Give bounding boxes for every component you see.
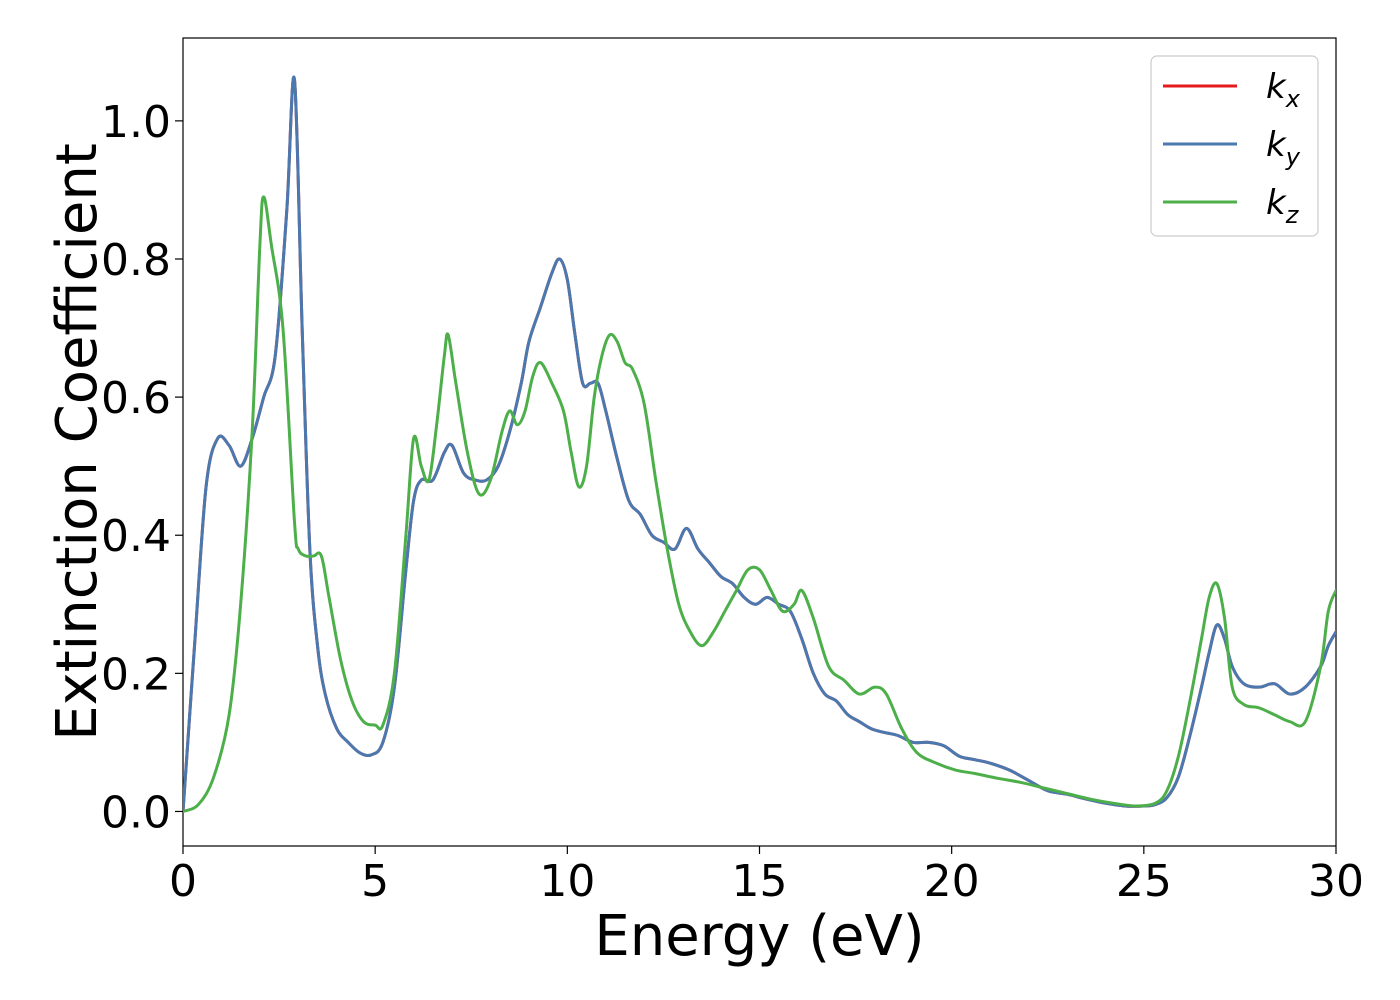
x-axis-ticks: 0 5 10 15 20 25 30: [169, 846, 1364, 907]
legend-label-y: ky: [1266, 125, 1301, 171]
x-tick-label: 25: [1116, 856, 1172, 907]
plot-area: 0 5 10 15 20 25 30 0.0 0.2 0.4 0.6 0.8 1.0: [101, 37, 1364, 907]
legend: kx ky kz: [1150, 55, 1319, 237]
y-tick-label: 0.4: [101, 511, 171, 562]
legend-label-z: kz: [1266, 183, 1300, 229]
x-tick-label: 20: [924, 856, 980, 907]
x-tick-label: 15: [732, 856, 788, 907]
series-lines: [183, 75, 1336, 813]
y-axis-ticks: 0.0 0.2 0.4 0.6 0.8 1.0: [101, 97, 183, 838]
legend-label-x: kx: [1266, 67, 1301, 113]
y-tick-label: 1.0: [101, 97, 171, 148]
x-tick-label: 0: [169, 856, 197, 907]
y-tick-label: 0.0: [101, 787, 171, 838]
x-axis-title: Energy (eV): [594, 904, 924, 969]
y-tick-label: 0.8: [101, 235, 171, 286]
y-tick-label: 0.6: [101, 373, 171, 424]
x-tick-label: 30: [1308, 856, 1364, 907]
x-tick-label: 10: [539, 856, 595, 907]
series-line-k-z: [183, 195, 1336, 813]
legend-frame: [1150, 55, 1319, 237]
plot-frame: [182, 37, 1337, 847]
x-tick-label: 5: [361, 856, 389, 907]
y-tick-label: 0.2: [101, 649, 171, 700]
y-axis-title: Extinction Coefficient: [45, 143, 110, 741]
